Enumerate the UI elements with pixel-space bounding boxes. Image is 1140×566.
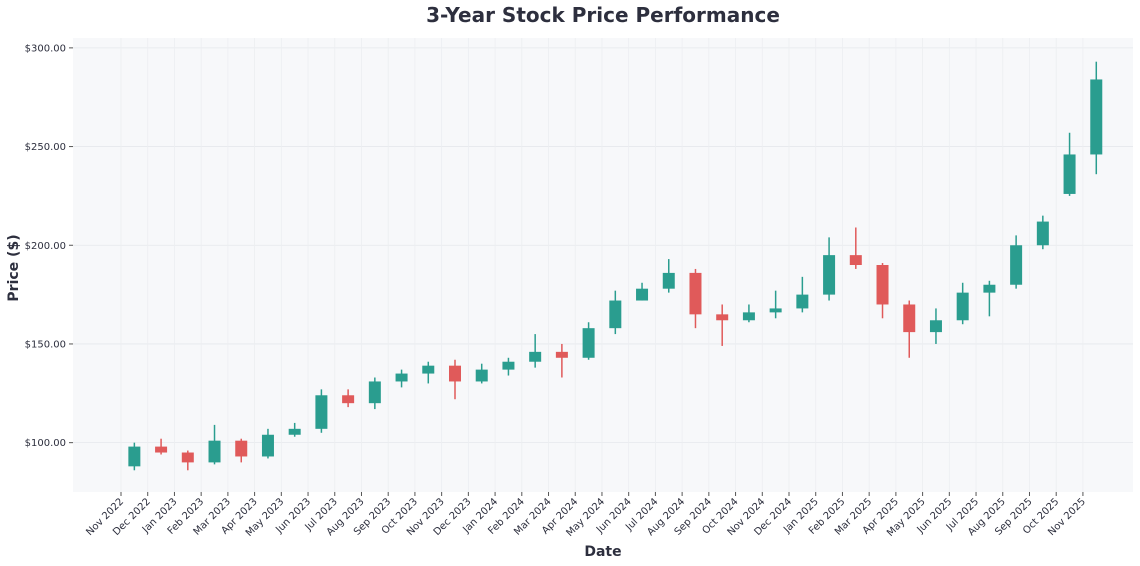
candle-body	[823, 255, 836, 295]
candle-body	[395, 373, 408, 382]
candle-body	[1010, 245, 1023, 285]
candle-body	[876, 265, 889, 305]
candle-body	[181, 452, 194, 463]
candle-body	[1063, 154, 1076, 194]
candle-body	[555, 351, 568, 358]
candle-body	[689, 272, 702, 315]
candle-body	[929, 320, 942, 333]
candle-body	[368, 381, 381, 404]
candle-body	[208, 440, 221, 463]
candle-body	[769, 308, 782, 313]
candle-body	[662, 272, 675, 289]
candle-body	[422, 365, 435, 374]
candle-body	[796, 294, 809, 309]
chart-title: 3-Year Stock Price Performance	[426, 3, 780, 27]
x-axis-label: Date	[584, 544, 621, 560]
y-tick-label: $100.00	[25, 438, 66, 449]
candle-body	[742, 312, 755, 321]
candle-body	[288, 428, 301, 435]
candle-body	[235, 440, 248, 457]
candle-body	[903, 304, 916, 333]
candle-body	[128, 446, 141, 467]
candle-body	[315, 395, 328, 429]
candle-body	[582, 328, 595, 358]
candle-body	[636, 288, 649, 301]
candle-body	[1036, 221, 1049, 246]
candle-body	[475, 369, 488, 382]
candle-body	[155, 446, 168, 453]
y-tick-label: $150.00	[25, 339, 66, 350]
candle-body	[502, 361, 515, 370]
candle-body	[716, 314, 729, 321]
y-tick-label: $300.00	[25, 43, 66, 54]
y-axis-label: Price ($)	[6, 234, 22, 301]
candle-body	[261, 434, 274, 457]
candle-body	[956, 292, 969, 321]
candle-body	[983, 284, 996, 293]
candle-body	[342, 395, 355, 404]
y-tick-label: $200.00	[25, 241, 66, 252]
y-tick-label: $250.00	[25, 142, 66, 153]
candle-body	[849, 255, 862, 265]
candle-body	[609, 300, 622, 329]
candle-body	[449, 365, 461, 382]
candle-body	[529, 351, 542, 362]
plot-area	[73, 38, 1133, 492]
candle-body	[1090, 79, 1103, 155]
